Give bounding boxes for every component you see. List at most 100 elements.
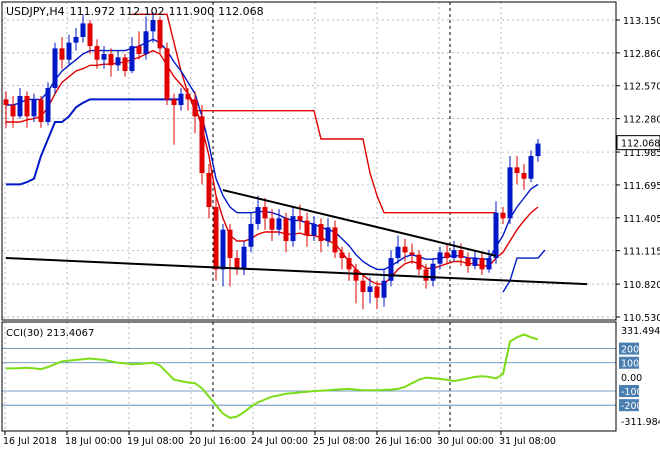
- candle-body: [255, 207, 261, 225]
- candle-body: [3, 99, 9, 106]
- cci-tick-label: 100: [621, 359, 639, 370]
- candle-body: [220, 229, 226, 270]
- cci-level-badge: [619, 399, 639, 412]
- candle-body: [360, 280, 366, 293]
- cci-level-badge: [619, 342, 639, 355]
- candle-body: [164, 48, 170, 100]
- candle-body: [346, 258, 352, 270]
- price-tick-label: 110.820: [623, 280, 660, 291]
- cci-line: [6, 333, 539, 419]
- time-axis: 16 Jul 2018 18 Jul 00:00 19 Jul 08:00 20 Ju…: [3, 431, 556, 447]
- open-value: 111.972: [70, 5, 116, 18]
- candle-body: [59, 48, 65, 60]
- time-tick-label: 25 Jul 08:00: [313, 436, 370, 447]
- candle-body: [213, 207, 219, 270]
- candle-body: [311, 224, 317, 236]
- current-price-label: 112.068: [621, 139, 660, 150]
- close-value: 112.068: [218, 5, 264, 18]
- candle-body: [206, 173, 212, 208]
- candle-body: [262, 207, 268, 219]
- cci-tick-label: -311.9848: [621, 417, 660, 428]
- low-value: 111.900: [169, 5, 215, 18]
- candle-body: [199, 116, 205, 174]
- symbol-label: USDJPY,H4: [6, 5, 65, 18]
- candle-body: [367, 286, 373, 293]
- candle-body: [339, 252, 345, 259]
- cci-tick-label: -200: [621, 401, 643, 412]
- candle-body: [10, 105, 16, 117]
- candle-body: [458, 250, 464, 259]
- candle-body: [514, 167, 520, 174]
- candle-body: [227, 229, 233, 259]
- candle-body: [129, 46, 135, 72]
- candle-body: [171, 99, 177, 106]
- candle-body: [451, 250, 457, 259]
- candle-body: [374, 286, 380, 298]
- candle-body: [248, 224, 254, 247]
- candle-body: [283, 218, 289, 242]
- candle-body: [297, 216, 303, 221]
- candle-body: [108, 54, 114, 66]
- price-panel-frame: [1, 1, 617, 321]
- candle-body: [465, 258, 471, 266]
- candlesticks: [3, 12, 541, 310]
- time-tick-label: 30 Jul 00:00: [437, 436, 494, 447]
- candle-body: [423, 269, 429, 281]
- candle-body: [318, 224, 324, 242]
- cci-level-badge: [619, 385, 639, 398]
- candle-body: [325, 227, 331, 242]
- candle-body: [87, 23, 93, 47]
- candle-body: [486, 258, 492, 270]
- candle-body: [115, 57, 121, 66]
- candle-body: [388, 258, 394, 281]
- candle-body: [500, 212, 506, 219]
- candle-body: [192, 99, 198, 117]
- candle-body: [94, 46, 100, 60]
- time-tick-label: 20 Jul 16:00: [189, 436, 246, 447]
- price-tick-label: 112.570: [623, 82, 660, 93]
- candle-body: [472, 258, 478, 266]
- candle-body: [353, 269, 359, 281]
- candle-body: [479, 258, 485, 270]
- candle-body: [17, 95, 23, 117]
- price-tick-label: 110.530: [623, 313, 660, 324]
- candle-body: [528, 156, 534, 179]
- candle-body: [507, 167, 513, 219]
- candle-body: [80, 23, 86, 38]
- candle-body: [52, 48, 58, 89]
- cci-tick-label: -100: [621, 387, 643, 398]
- candle-body: [185, 93, 191, 100]
- time-tick-label: 18 Jul 00:00: [65, 436, 122, 447]
- price-axis: 113.150 112.860 112.570 112.280 111.985 111.6…: [616, 16, 660, 324]
- cci-level-badge: [619, 356, 639, 369]
- candle-body: [136, 46, 142, 55]
- cci-tick-label: 0.00: [621, 373, 642, 384]
- candle-body: [521, 173, 527, 179]
- price-tick-label: 111.115: [623, 247, 660, 258]
- trendlines: [5, 189, 588, 286]
- candle-body: [66, 42, 72, 60]
- current-price-box: [616, 135, 660, 151]
- time-tick-label: 24 Jul 00:00: [251, 436, 308, 447]
- time-tick-label: 16 Jul 2018: [3, 436, 57, 447]
- candle-body: [444, 252, 450, 259]
- price-tick-label: 113.150: [623, 16, 660, 27]
- candle-body: [150, 20, 156, 32]
- candle-body: [416, 254, 422, 270]
- price-tick-label: 112.280: [623, 115, 660, 126]
- candle-body: [73, 37, 79, 43]
- price-tick-label: 111.695: [623, 181, 660, 192]
- cci-label: CCI(30) 213.4067: [6, 328, 94, 339]
- cci-tick-label: 200: [621, 345, 639, 356]
- candle-body: [45, 88, 51, 123]
- candle-body: [395, 246, 401, 259]
- candle-body: [430, 263, 436, 281]
- candle-body: [31, 99, 37, 117]
- candle-body: [143, 31, 149, 55]
- candle-body: [493, 212, 499, 259]
- trendline: [5, 257, 588, 286]
- trendline: [222, 189, 497, 257]
